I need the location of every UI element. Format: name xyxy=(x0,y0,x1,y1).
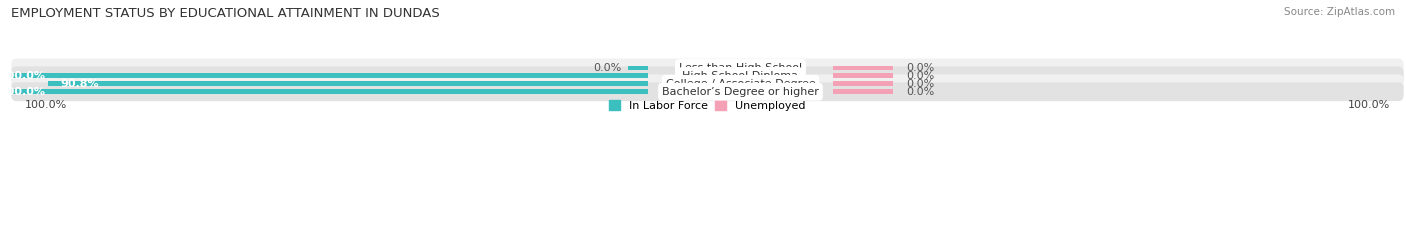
Text: 0.0%: 0.0% xyxy=(905,63,934,73)
Text: EMPLOYMENT STATUS BY EDUCATIONAL ATTAINMENT IN DUNDAS: EMPLOYMENT STATUS BY EDUCATIONAL ATTAINM… xyxy=(11,7,440,20)
FancyBboxPatch shape xyxy=(11,58,1403,77)
Text: Less than High School: Less than High School xyxy=(679,63,801,73)
Text: 0.0%: 0.0% xyxy=(905,87,934,97)
Bar xyxy=(48,81,648,86)
Bar xyxy=(628,65,648,70)
Bar xyxy=(0,89,648,94)
Bar xyxy=(832,81,893,86)
Bar xyxy=(832,73,893,78)
Text: College / Associate Degree: College / Associate Degree xyxy=(665,79,815,89)
Bar xyxy=(0,73,648,78)
Text: High School Diploma: High School Diploma xyxy=(682,71,799,81)
Text: 0.0%: 0.0% xyxy=(905,79,934,89)
Bar xyxy=(832,65,893,70)
FancyBboxPatch shape xyxy=(11,74,1403,93)
Text: 0.0%: 0.0% xyxy=(593,63,621,73)
FancyBboxPatch shape xyxy=(11,66,1403,85)
Legend: In Labor Force, Unemployed: In Labor Force, Unemployed xyxy=(605,96,810,115)
Text: Bachelor’s Degree or higher: Bachelor’s Degree or higher xyxy=(662,87,818,97)
Bar xyxy=(832,89,893,94)
Text: 100.0%: 100.0% xyxy=(0,87,46,97)
Text: 90.8%: 90.8% xyxy=(60,79,100,89)
FancyBboxPatch shape xyxy=(11,82,1403,101)
Text: 100.0%: 100.0% xyxy=(0,71,46,81)
Text: Source: ZipAtlas.com: Source: ZipAtlas.com xyxy=(1284,7,1395,17)
Text: 0.0%: 0.0% xyxy=(905,71,934,81)
